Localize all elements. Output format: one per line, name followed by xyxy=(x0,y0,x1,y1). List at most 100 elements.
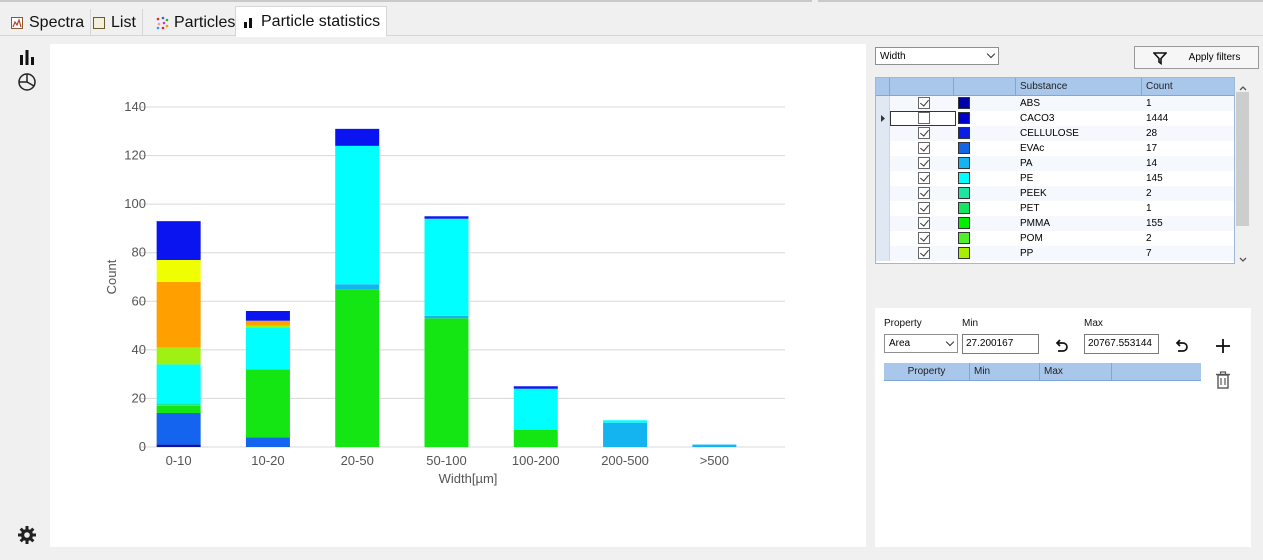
row-checkbox[interactable] xyxy=(918,187,930,199)
row-checkbox[interactable] xyxy=(918,202,930,214)
substance-count: 1444 xyxy=(1146,111,1168,126)
header-rowhead xyxy=(876,78,890,96)
add-filter-plus-icon[interactable] xyxy=(1214,337,1232,355)
header-substance[interactable]: Substance xyxy=(1016,78,1142,96)
x-tick-label: 20-50 xyxy=(341,453,374,468)
reset-min-undo-icon[interactable] xyxy=(1052,337,1070,355)
substance-name: EVAc xyxy=(1020,141,1044,156)
bar-segment xyxy=(335,146,379,284)
bar-segment xyxy=(425,318,469,447)
property-select[interactable]: Area xyxy=(884,334,958,353)
y-tick-label: 60 xyxy=(132,293,146,308)
color-swatch[interactable] xyxy=(958,142,970,154)
row-checkbox[interactable] xyxy=(918,157,930,169)
row-header[interactable] xyxy=(876,186,890,201)
scroll-up-icon[interactable] xyxy=(1238,80,1248,90)
color-swatch[interactable] xyxy=(958,202,970,214)
tab-list[interactable]: List xyxy=(86,9,143,36)
color-swatch[interactable] xyxy=(958,97,970,109)
row-checkbox[interactable] xyxy=(918,217,930,229)
row-header[interactable] xyxy=(876,156,890,171)
min-value-field[interactable]: 27.200167 xyxy=(962,334,1039,354)
color-swatch[interactable] xyxy=(958,112,970,124)
x-tick-label: 0-10 xyxy=(166,453,192,468)
max-label: Max xyxy=(1084,318,1103,329)
apply-filters-label: Apply filters xyxy=(1189,52,1241,63)
bar-segment xyxy=(246,437,290,447)
row-checkbox[interactable] xyxy=(918,142,930,154)
color-swatch[interactable] xyxy=(958,157,970,169)
tab-list-label: List xyxy=(111,14,136,32)
row-header[interactable] xyxy=(876,201,890,216)
row-checkbox[interactable] xyxy=(918,112,930,124)
substance-row[interactable]: PEEK 2 xyxy=(876,186,1235,201)
substance-name: PP xyxy=(1020,246,1033,261)
bar-segment xyxy=(157,221,201,260)
reset-max-undo-icon[interactable] xyxy=(1172,337,1190,355)
pheader-max[interactable]: Max xyxy=(1040,363,1112,381)
scroll-down-icon[interactable] xyxy=(1238,252,1248,262)
bar-segment xyxy=(157,260,201,282)
row-checkbox[interactable] xyxy=(918,172,930,184)
bar-chart-icon[interactable] xyxy=(16,46,38,68)
substance-count: 1 xyxy=(1146,96,1152,111)
color-swatch[interactable] xyxy=(958,127,970,139)
row-checkbox[interactable] xyxy=(918,232,930,244)
pheader-min[interactable]: Min xyxy=(970,363,1040,381)
substance-row[interactable]: PET 1 xyxy=(876,201,1235,216)
substance-row[interactable]: ABS 1 xyxy=(876,96,1235,111)
delete-trash-icon[interactable] xyxy=(1215,371,1231,389)
row-header[interactable] xyxy=(876,141,890,156)
substance-row[interactable]: CACO3 1444 xyxy=(876,111,1235,126)
color-swatch[interactable] xyxy=(958,187,970,199)
row-checkbox[interactable] xyxy=(918,247,930,259)
substance-table-header: Substance Count xyxy=(876,78,1235,96)
substance-table-scrollbar[interactable] xyxy=(1235,92,1250,264)
substance-row[interactable]: PA 14 xyxy=(876,156,1235,171)
x-tick-label: 200-500 xyxy=(601,453,649,468)
substance-row[interactable]: PE 145 xyxy=(876,171,1235,186)
bar-segment xyxy=(157,403,201,405)
settings-gear-icon[interactable] xyxy=(16,524,38,546)
row-header[interactable] xyxy=(876,216,890,231)
row-header[interactable] xyxy=(876,126,890,141)
color-swatch[interactable] xyxy=(958,232,970,244)
substance-row[interactable]: POM 2 xyxy=(876,231,1235,246)
bar-segment xyxy=(157,406,201,413)
dimension-select[interactable]: Width xyxy=(875,47,999,65)
tab-particles[interactable]: Particles xyxy=(149,9,242,36)
row-header[interactable] xyxy=(876,231,890,246)
color-swatch[interactable] xyxy=(958,217,970,229)
y-tick-label: 120 xyxy=(124,148,146,163)
substance-row[interactable]: CELLULOSE 28 xyxy=(876,126,1235,141)
min-label: Min xyxy=(962,318,978,329)
row-checkbox[interactable] xyxy=(918,127,930,139)
color-swatch[interactable] xyxy=(958,247,970,259)
substance-row[interactable]: EVAc 17 xyxy=(876,141,1235,156)
x-tick-label: 100-200 xyxy=(512,453,560,468)
max-value-field[interactable]: 20767.553144 xyxy=(1084,334,1159,354)
tab-particle-statistics[interactable]: Particle statistics xyxy=(235,6,387,37)
header-color xyxy=(954,78,1016,96)
color-swatch[interactable] xyxy=(958,172,970,184)
statistics-icon xyxy=(242,15,256,29)
pheader-property[interactable]: Property xyxy=(884,363,970,381)
row-checkbox[interactable] xyxy=(918,97,930,109)
row-header[interactable] xyxy=(876,111,890,126)
scrollbar-thumb[interactable] xyxy=(1236,92,1249,226)
substance-row[interactable]: PP 7 xyxy=(876,246,1235,261)
tab-particles-label: Particles xyxy=(174,14,235,32)
substance-name: POM xyxy=(1020,231,1043,246)
header-count[interactable]: Count xyxy=(1142,78,1235,96)
substance-row[interactable]: PMMA 155 xyxy=(876,216,1235,231)
row-header[interactable] xyxy=(876,171,890,186)
pie-chart-icon[interactable] xyxy=(16,71,38,93)
row-header[interactable] xyxy=(876,96,890,111)
bar-segment xyxy=(514,430,558,447)
row-header[interactable] xyxy=(876,246,890,261)
bar-segment xyxy=(157,282,201,348)
tab-particle-statistics-label: Particle statistics xyxy=(261,13,380,31)
bar-segment xyxy=(157,347,201,364)
apply-filters-button[interactable]: Apply filters xyxy=(1134,46,1259,69)
tab-spectra[interactable]: Spectra xyxy=(4,9,91,36)
